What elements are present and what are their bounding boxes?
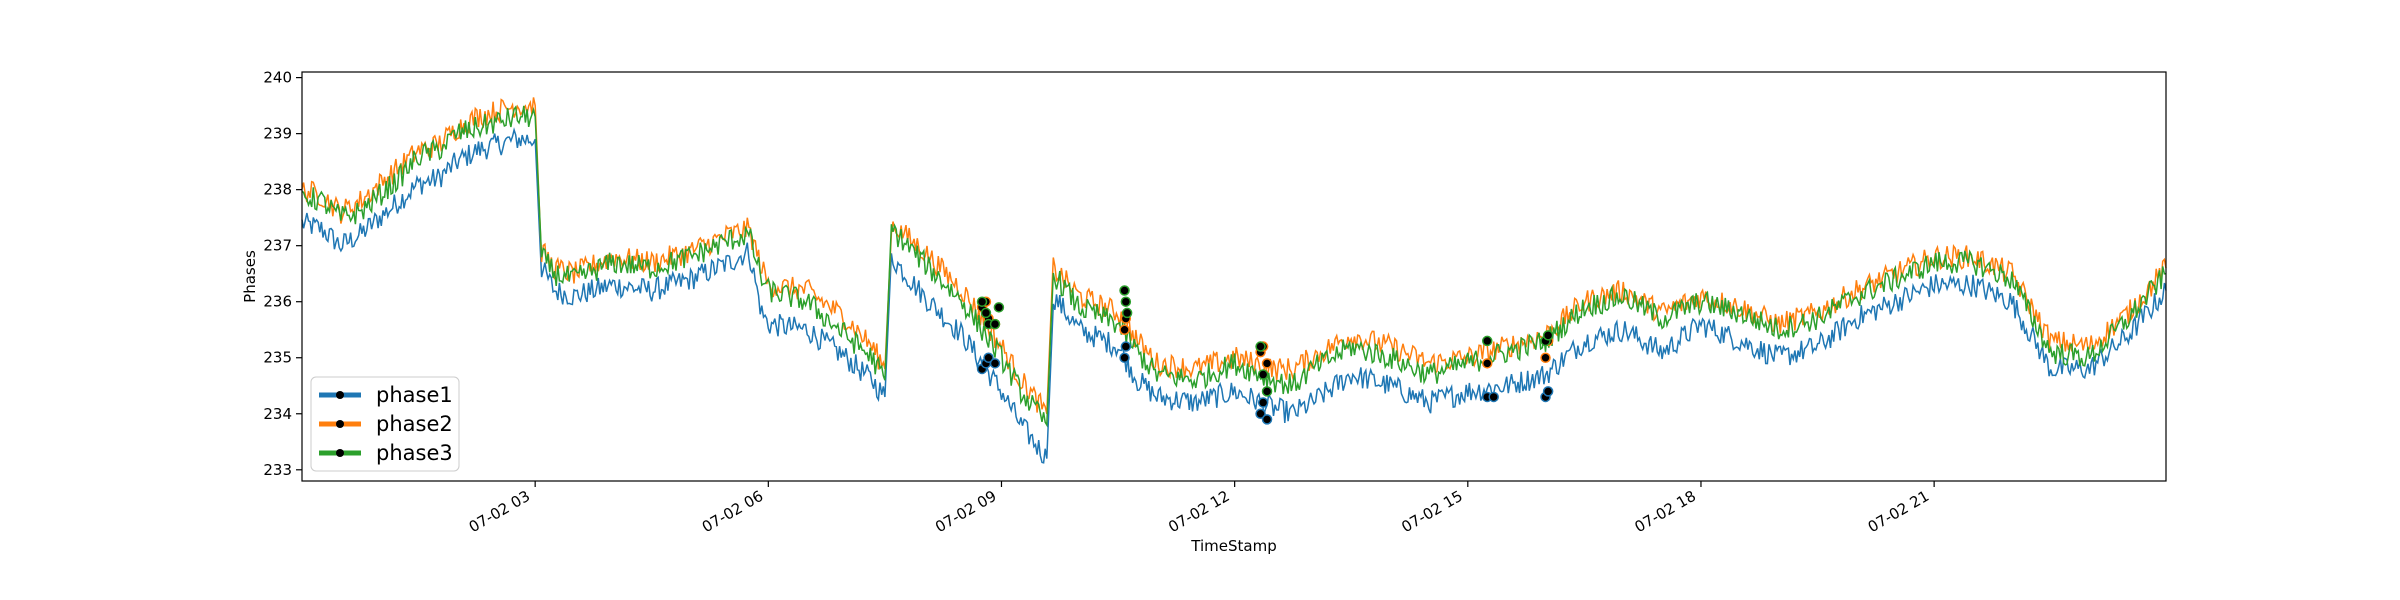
- phase1-marker: [983, 352, 994, 363]
- x-axis: 07-02 03 07-02 06 07-02 09 07-02 12 07-02 15…: [466, 481, 1935, 536]
- phase1-marker: [989, 358, 1001, 369]
- phase3-marker: [1120, 296, 1132, 307]
- x-tick-label: 07-02 15: [1398, 487, 1465, 536]
- phase2-marker: [1540, 352, 1551, 363]
- phase2-series: [301, 97, 2167, 414]
- legend-marker: [336, 449, 344, 457]
- legend-item-phase2: phase2: [319, 412, 453, 436]
- phase1-marker: [1261, 414, 1273, 425]
- phase3-marker: [1542, 330, 1554, 341]
- phase1-marker: [1257, 397, 1269, 408]
- y-tick-label: 240: [263, 69, 292, 87]
- y-tick-label: 238: [263, 181, 292, 199]
- legend-label: phase2: [376, 412, 453, 436]
- y-tick-label: 235: [263, 349, 292, 367]
- phase3-marker: [976, 296, 988, 307]
- legend-label: phase3: [376, 441, 453, 465]
- y-tick-label: 239: [263, 125, 292, 143]
- y-tick-label: 237: [263, 237, 292, 255]
- phase3-line: [301, 105, 2167, 428]
- series-layer: [301, 97, 2167, 464]
- legend-label: phase1: [376, 383, 453, 407]
- x-axis-label: TimeStamp: [1190, 537, 1276, 555]
- phase1-line: [301, 127, 2167, 464]
- legend-item-phase1: phase1: [319, 383, 453, 407]
- phase2-marker: [1481, 358, 1493, 369]
- phase3-marker: [1119, 285, 1130, 296]
- phase3-series: [301, 105, 2167, 428]
- y-axis: 233 234 235 236 237 238 239 240: [263, 69, 302, 479]
- x-tick-label: 07-02 12: [1165, 487, 1232, 536]
- phase3-marker: [1121, 307, 1133, 319]
- x-tick-label: 07-02 21: [1865, 487, 1932, 536]
- phase2-marker: [1119, 324, 1130, 335]
- x-tick-label: 07-02 18: [1632, 487, 1699, 536]
- x-tick-label: 07-02 03: [466, 487, 533, 536]
- legend-marker: [336, 420, 344, 428]
- legend-box: [310, 376, 460, 472]
- phase1-marker: [1542, 386, 1554, 397]
- y-tick-label: 236: [263, 293, 292, 311]
- phase3-marker: [1257, 369, 1269, 380]
- phase2-line: [301, 97, 2167, 414]
- y-axis-label: Phases: [241, 250, 259, 303]
- phase3-marker: [1255, 341, 1266, 352]
- phase3-marker: [1481, 335, 1493, 347]
- phase3-marker: [980, 307, 992, 319]
- phase2-marker: [1261, 358, 1273, 369]
- marker-layer: [976, 285, 1554, 425]
- legend-marker: [336, 391, 344, 399]
- legend: phase1 phase2 phase3: [310, 376, 460, 472]
- phase1-marker: [1119, 352, 1130, 363]
- x-tick-label: 07-02 09: [932, 487, 999, 536]
- y-tick-label: 234: [263, 405, 292, 423]
- phase3-marker: [993, 302, 1005, 313]
- legend-item-phase3: phase3: [319, 441, 453, 465]
- phase1-marker: [1488, 391, 1499, 403]
- phase1-marker: [1255, 408, 1266, 420]
- phase1-series: [301, 127, 2167, 464]
- phase3-marker: [989, 318, 1001, 330]
- plot-frame: [301, 71, 2167, 482]
- phase1-marker: [1120, 341, 1132, 352]
- x-tick-label: 07-02 06: [699, 487, 766, 536]
- y-tick-label: 233: [263, 461, 292, 479]
- phase3-marker: [1261, 386, 1273, 397]
